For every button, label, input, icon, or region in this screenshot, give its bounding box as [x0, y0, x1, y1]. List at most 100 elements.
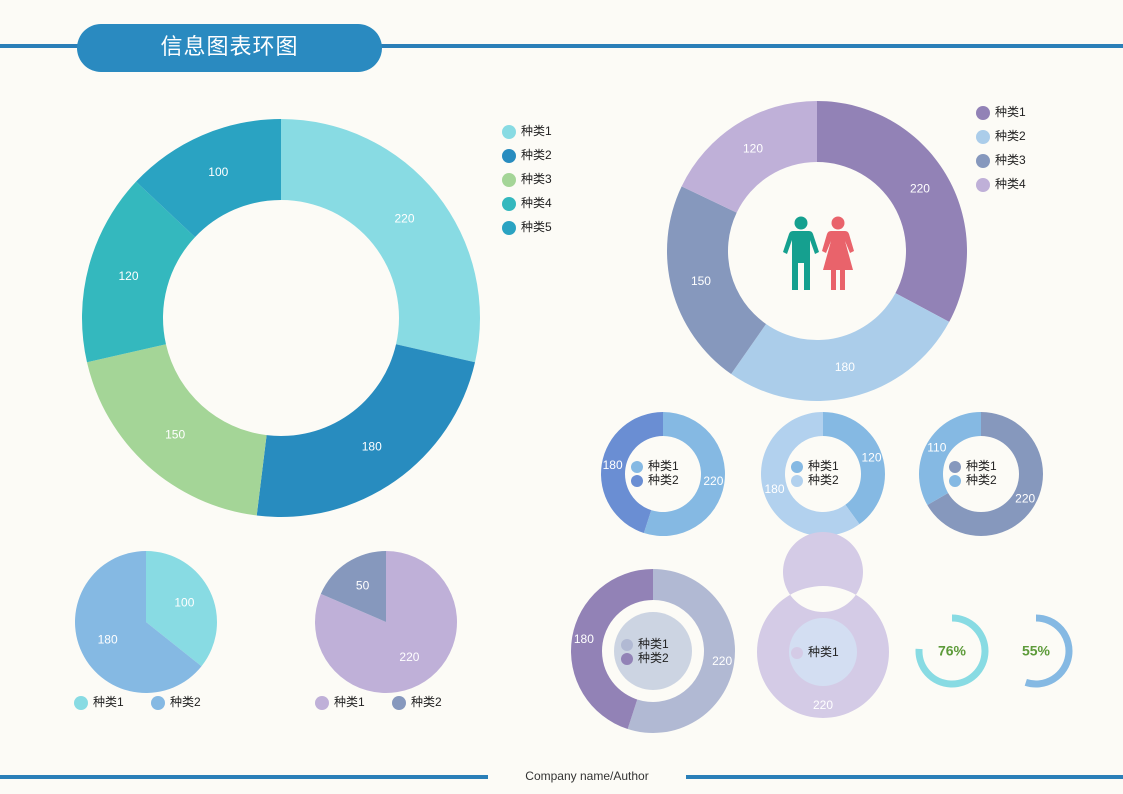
legend-dot: [949, 461, 961, 473]
legend-item-donut-inner-1: 种类2: [638, 651, 669, 665]
pie-2-slice-2: [320, 551, 386, 622]
pie-1-chart: 100 180: [74, 551, 217, 694]
legend-dot: [315, 696, 329, 710]
donut-small-3-slice-1: [927, 412, 1043, 536]
legend-dot: [392, 696, 406, 710]
legend-dot: [976, 106, 990, 120]
donut-people-slice-2: [731, 293, 950, 402]
legend-dot: [502, 221, 516, 235]
legend-dot: [151, 696, 165, 710]
legend-dot: [976, 178, 990, 192]
donut-main-value-label: 100: [208, 165, 228, 179]
donut-main-chart: 220 180 150 120 100: [81, 119, 481, 517]
legend-dot: [502, 173, 516, 187]
donut-small-1-chart: 220 180: [600, 412, 725, 536]
legend-item-donut-small-2: 种类2: [808, 473, 839, 487]
pie-1-slice-1: [146, 551, 217, 667]
donut-inner-1-slice-1: [627, 569, 735, 733]
donut-inner-1-slice-2: [571, 569, 653, 729]
donut-small-3-slice-2: [918, 412, 981, 505]
donut-people-chart: 220 180 150 120: [667, 101, 968, 402]
pie-1-value-label: 100: [174, 596, 194, 610]
pie-2-value-label: 50: [356, 579, 370, 593]
legend-item-main: 种类1: [521, 124, 552, 138]
legend-item-donut-small-3: 种类1: [966, 459, 997, 473]
legend-item-donut-small-1: 种类2: [648, 473, 679, 487]
donut-people-value-label: 120: [743, 142, 763, 156]
gauge-1-percent-label: 76%: [938, 643, 967, 659]
donut-small-2-slice-2: [760, 412, 860, 536]
donut-main-value-label: 180: [362, 439, 382, 453]
pie-2-chart: 220 50: [315, 551, 457, 693]
legend-dot: [791, 461, 803, 473]
donut-main-slice-3: [86, 344, 267, 516]
donut-small-2-chart: 120 180: [760, 412, 885, 536]
gauge-2-percent-label: 55%: [1022, 643, 1051, 659]
legend-item-donut-inner-1: 种类1: [638, 637, 669, 651]
legend-item-pie-1: 种类1: [93, 695, 124, 709]
legend-item-people: 种类1: [995, 105, 1026, 119]
donut-people-value-label: 150: [691, 274, 711, 288]
legend-dot: [791, 647, 803, 659]
donut-people-slice-4: [681, 101, 817, 213]
gauge-1-progress-arc: [915, 614, 989, 688]
legend-dot: [976, 154, 990, 168]
female-figure-icon: [822, 216, 854, 290]
legend-dot: [791, 475, 803, 487]
legend-dot: [631, 475, 643, 487]
legend-dot: [631, 461, 643, 473]
pie-2-value-label: 220: [399, 650, 419, 664]
legend-dot: [621, 639, 633, 651]
donut-main-slice-4: [81, 181, 196, 363]
gauge-2-progress-arc: [1024, 614, 1073, 688]
donut-small-1-slice-2: [600, 412, 663, 533]
legend-item-main: 种类2: [521, 148, 552, 162]
page-title: 信息图表环图: [77, 24, 382, 72]
donut-main-slice-5: [136, 119, 281, 238]
donut-small-2-slice-1: [823, 412, 885, 525]
legend-dot: [621, 653, 633, 665]
header-rule-left: [0, 44, 80, 48]
donut-small-1-value-label: 220: [703, 474, 723, 488]
legend-dot: [976, 130, 990, 144]
legend-item-pie-1: 种类2: [170, 695, 201, 709]
donut-main-value-label: 150: [165, 427, 185, 441]
legend-item-main: 种类5: [521, 220, 552, 234]
donut-inner-1-value-label: 220: [712, 654, 732, 668]
footer-rule-left: [0, 775, 488, 779]
male-figure-icon: [783, 216, 819, 290]
pie-1-slice-2: [74, 551, 202, 694]
donut-main-value-label: 120: [119, 269, 139, 283]
legend-dot: [502, 149, 516, 163]
donut-main-slice-1: [281, 119, 481, 363]
donut-small-3-value-label: 220: [1015, 492, 1035, 506]
legend-item-people: 种类3: [995, 153, 1026, 167]
donut-inner-1-value-label: 180: [574, 632, 594, 646]
legend-item-people: 种类2: [995, 129, 1026, 143]
legend-item-main: 种类3: [521, 172, 552, 186]
donut-small-3-value-label: 110: [927, 441, 946, 455]
donut-inner-1-chart: 220 180: [571, 569, 735, 733]
donut-people-slice-3: [667, 186, 767, 374]
gauge-1-chart: 76%: [915, 614, 989, 688]
inner-disc: [614, 612, 692, 690]
donut-people-value-label: 180: [835, 360, 855, 374]
footer-company-author: Company name/Author: [525, 769, 649, 783]
donut-people-slice-1: [817, 101, 968, 322]
legend-item-pie-2: 种类2: [411, 695, 442, 709]
legend-item-pie-2: 种类1: [334, 695, 365, 709]
legend-dot: [502, 197, 516, 211]
footer-rule-right: [686, 775, 1123, 779]
inner-disc: [789, 618, 857, 686]
legend-dot: [949, 475, 961, 487]
donut-small-3-chart: 220 110: [918, 412, 1043, 536]
donut-inner-2-value-label: 220: [813, 698, 833, 712]
legend-item-donut-small-3: 种类2: [966, 473, 997, 487]
donut-small-2-value-label: 180: [764, 482, 784, 496]
legend-dot: [74, 696, 88, 710]
legend-dot: [502, 125, 516, 139]
legend-item-donut-inner-2: 种类1: [808, 645, 839, 659]
donut-small-1-slice-1: [643, 412, 725, 536]
